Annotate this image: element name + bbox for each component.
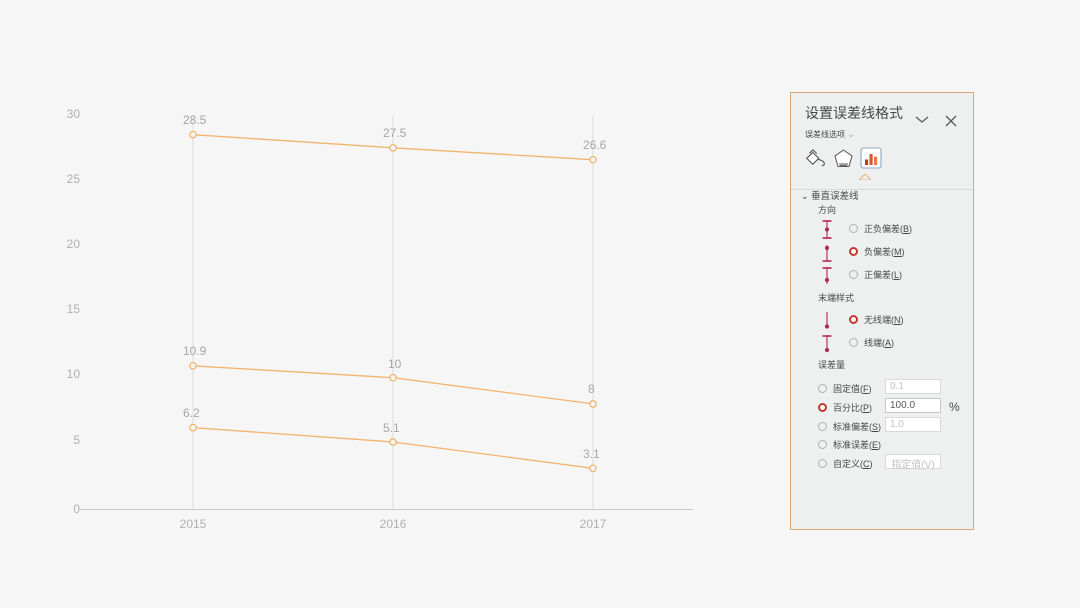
svg-text:10: 10: [67, 367, 81, 381]
svg-text:8: 8: [588, 382, 595, 396]
svg-text:2015: 2015: [180, 517, 207, 531]
svg-text:5.1: 5.1: [383, 421, 400, 435]
svg-text:26.6: 26.6: [583, 138, 607, 152]
svg-text:2017: 2017: [580, 517, 607, 531]
svg-text:10: 10: [388, 357, 402, 371]
svg-text:27.5: 27.5: [383, 126, 407, 140]
svg-text:5: 5: [73, 433, 80, 447]
svg-text:3.1: 3.1: [583, 447, 600, 461]
svg-text:6.2: 6.2: [183, 406, 200, 420]
svg-text:25: 25: [67, 172, 81, 186]
svg-text:30: 30: [67, 107, 81, 121]
svg-text:10.9: 10.9: [183, 344, 207, 358]
svg-text:2016: 2016: [380, 517, 407, 531]
svg-text:15: 15: [67, 302, 81, 316]
svg-text:20: 20: [67, 237, 81, 251]
svg-text:0: 0: [73, 502, 80, 516]
svg-text:28.5: 28.5: [183, 113, 207, 127]
